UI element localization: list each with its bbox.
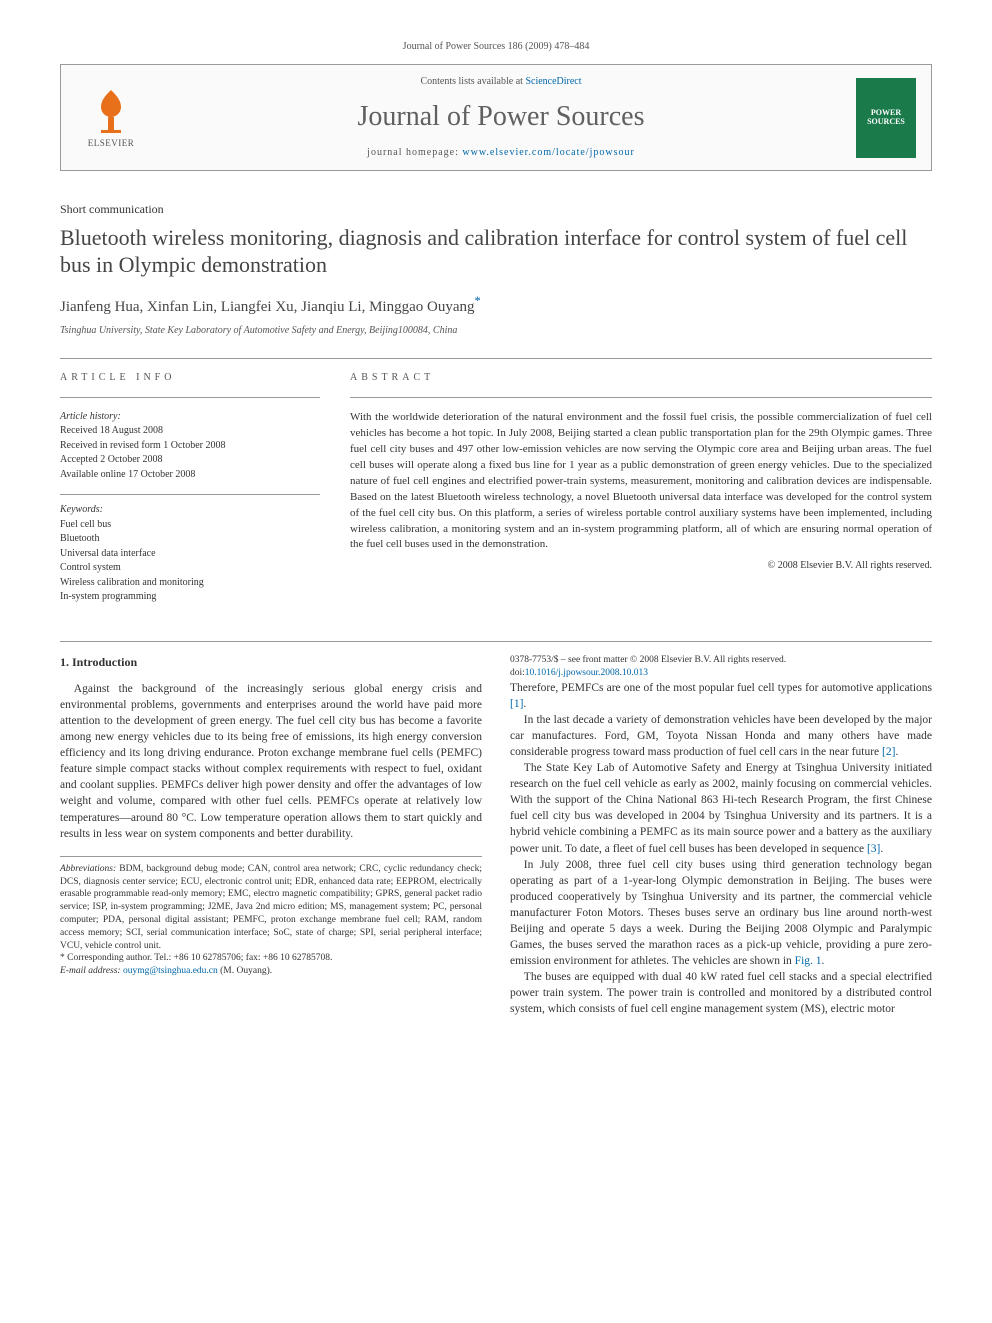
body-text: The State Key Lab of Automotive Safety a… — [510, 762, 932, 854]
body-paragraph: In July 2008, three fuel cell city buses… — [510, 857, 932, 970]
journal-homepage-link[interactable]: www.elsevier.com/locate/jpowsour — [462, 147, 634, 158]
sciencedirect-link[interactable]: ScienceDirect — [525, 76, 581, 87]
citation-link[interactable]: [1] — [510, 698, 523, 710]
affiliation: Tsinghua University, State Key Laborator… — [60, 324, 932, 338]
keywords-heading: Keywords: — [60, 503, 320, 518]
keyword-item: Wireless calibration and monitoring — [60, 576, 320, 591]
corresponding-author-footnote: * Corresponding author. Tel.: +86 10 627… — [60, 952, 482, 978]
article-body: 1. Introduction Against the background o… — [60, 654, 932, 1018]
publisher-name: ELSEVIER — [88, 137, 135, 150]
divider — [60, 397, 320, 398]
footnotes-block: Abbreviations: BDM, background debug mod… — [60, 856, 482, 978]
citation-link[interactable]: [2] — [882, 746, 895, 758]
divider — [60, 641, 932, 642]
history-online: Available online 17 October 2008 — [60, 468, 320, 483]
article-info-column: ARTICLE INFO Article history: Received 1… — [60, 371, 320, 617]
abstract-column: ABSTRACT With the worldwide deterioratio… — [350, 371, 932, 617]
journal-homepage-line: journal homepage: www.elsevier.com/locat… — [146, 146, 856, 160]
divider — [60, 358, 932, 359]
footer-block: 0378-7753/$ – see front matter © 2008 El… — [510, 654, 932, 680]
citation-link[interactable]: [3] — [867, 843, 880, 855]
cover-title: POWER SOURCES — [860, 109, 912, 127]
keywords-block: Keywords: Fuel cell bus Bluetooth Univer… — [60, 494, 320, 605]
keyword-item: Bluetooth — [60, 532, 320, 547]
body-text: In the last decade a variety of demonstr… — [510, 714, 932, 758]
body-text: . — [523, 698, 526, 710]
keyword-item: Universal data interface — [60, 547, 320, 562]
body-text: Therefore, PEMFCs are one of the most po… — [510, 682, 932, 694]
contents-prefix: Contents lists available at — [420, 76, 525, 87]
front-matter-line: 0378-7753/$ – see front matter © 2008 El… — [510, 654, 932, 667]
corresponding-author-marker[interactable]: * — [475, 299, 481, 315]
journal-banner-center: Contents lists available at ScienceDirec… — [146, 75, 856, 160]
body-paragraph: Against the background of the increasing… — [60, 681, 482, 842]
body-paragraph: The State Key Lab of Automotive Safety a… — [510, 760, 932, 857]
keyword-item: Control system — [60, 561, 320, 576]
corr-email-link[interactable]: ouymg@tsinghua.edu.cn — [123, 966, 218, 976]
divider — [350, 397, 932, 398]
history-received: Received 18 August 2008 — [60, 424, 320, 439]
history-heading: Article history: — [60, 410, 320, 425]
corr-email-suffix: (M. Ouyang). — [218, 966, 272, 976]
keyword-item: Fuel cell bus — [60, 518, 320, 533]
doi-link[interactable]: 10.1016/j.jpowsour.2008.10.013 — [525, 668, 648, 678]
publisher-logo-block: ELSEVIER — [76, 78, 146, 158]
journal-cover-thumb: POWER SOURCES — [856, 78, 916, 158]
author-list: Jianfeng Hua, Xinfan Lin, Liangfei Xu, J… — [60, 293, 932, 318]
doi-line: doi:10.1016/j.jpowsour.2008.10.013 — [510, 667, 932, 680]
body-paragraph: The buses are equipped with dual 40 kW r… — [510, 969, 932, 1017]
corr-phone: Tel.: +86 10 62785706; fax: +86 10 62785… — [154, 953, 332, 963]
authors-text: Jianfeng Hua, Xinfan Lin, Liangfei Xu, J… — [60, 299, 475, 315]
body-text: . — [880, 843, 883, 855]
journal-name: Journal of Power Sources — [146, 97, 856, 136]
abbrev-label: Abbreviations: — [60, 864, 116, 874]
article-title: Bluetooth wireless monitoring, diagnosis… — [60, 224, 932, 279]
info-abstract-row: ARTICLE INFO Article history: Received 1… — [60, 371, 932, 617]
abbreviations-footnote: Abbreviations: BDM, background debug mod… — [60, 863, 482, 953]
article-history: Article history: Received 18 August 2008… — [60, 410, 320, 483]
abstract-label: ABSTRACT — [350, 371, 932, 385]
journal-banner: ELSEVIER Contents lists available at Sci… — [60, 64, 932, 171]
history-accepted: Accepted 2 October 2008 — [60, 453, 320, 468]
homepage-prefix: journal homepage: — [367, 147, 462, 158]
figure-link[interactable]: Fig. 1 — [795, 955, 822, 967]
article-type: Short communication — [60, 201, 932, 218]
abbrev-text: BDM, background debug mode; CAN, control… — [60, 864, 482, 951]
elsevier-tree-icon — [86, 85, 136, 135]
article-info-label: ARTICLE INFO — [60, 371, 320, 385]
body-text: . — [822, 955, 825, 967]
body-paragraph: In the last decade a variety of demonstr… — [510, 712, 932, 760]
body-paragraph: Therefore, PEMFCs are one of the most po… — [510, 680, 932, 712]
keyword-item: In-system programming — [60, 590, 320, 605]
section-heading-introduction: 1. Introduction — [60, 654, 482, 671]
history-revised: Received in revised form 1 October 2008 — [60, 439, 320, 454]
journal-citation: Journal of Power Sources 186 (2009) 478–… — [60, 40, 932, 54]
corr-label: * Corresponding author. — [60, 953, 154, 963]
abstract-text: With the worldwide deterioration of the … — [350, 410, 932, 553]
doi-label: doi: — [510, 668, 525, 678]
contents-available-line: Contents lists available at ScienceDirec… — [146, 75, 856, 89]
email-label: E-mail address: — [60, 966, 121, 976]
body-text: In July 2008, three fuel cell city buses… — [510, 859, 932, 968]
abstract-copyright: © 2008 Elsevier B.V. All rights reserved… — [350, 559, 932, 573]
body-text: . — [895, 746, 898, 758]
